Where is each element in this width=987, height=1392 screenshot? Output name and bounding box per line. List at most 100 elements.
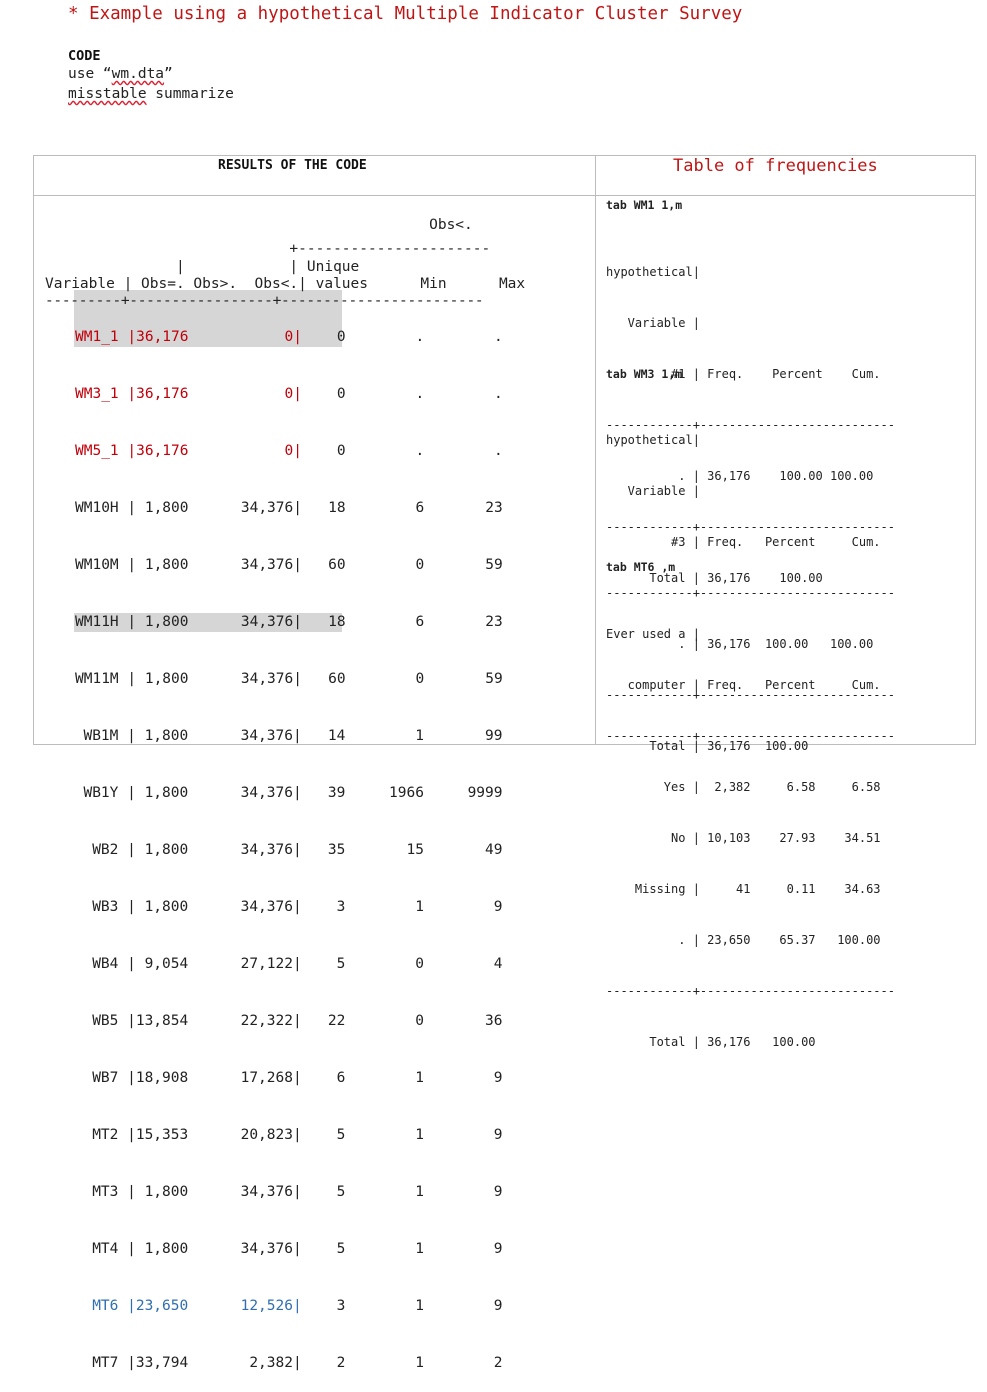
code-misstable-rest: summarize: [146, 86, 234, 102]
results-header-line: Variable | Obs=. Obs>. Obs<.| values Min…: [45, 276, 526, 292]
row-stats: 22 0 36: [301, 1013, 503, 1029]
row-var-cells: WB1M | 1,800 34,376|: [66, 728, 302, 744]
row-stats: 6 1 9: [301, 1070, 503, 1086]
row-stats: 35 15 49: [301, 842, 503, 858]
results-title: RESULTS OF THE CODE: [218, 158, 367, 173]
row-var-cells: MT7 |33,794 2,382|: [66, 1355, 302, 1371]
freq-line: #3 | Freq. Percent Cum.: [606, 535, 881, 549]
results-header-line: +----------------------: [45, 241, 491, 257]
output-table-frame: [33, 155, 976, 745]
freq-line: ------------+---------------------------: [606, 520, 895, 534]
frequencies-title: Table of frequencies: [673, 156, 878, 176]
row-stats: 3 1 9: [301, 1298, 503, 1314]
table-row: WM11H | 1,800 34,376| 18 6 23: [75, 613, 503, 632]
row-stats: 39 1966 9999: [301, 785, 503, 801]
row-var-cells: WM1_1 |36,176 0|: [75, 329, 302, 345]
freq-line: Total | 36,176 100.00: [606, 571, 823, 585]
row-var-cells: WM5_1 |36,176 0|: [75, 443, 302, 459]
freq-line: Yes | 2,382 6.58 6.58: [606, 780, 881, 794]
code-misstable-cmd: misstable: [68, 86, 147, 102]
row-var-cells: WM10H | 1,800 34,376|: [75, 500, 302, 516]
freq-line: ------------+---------------------------: [606, 586, 895, 600]
freq-line: No | 10,103 27.93 34.51: [606, 831, 881, 845]
row-var-cells: WB3 | 1,800 34,376|: [66, 899, 302, 915]
code-line-use: use “wm.dta”: [68, 66, 173, 82]
freq-table-mt6: Ever used a | computer | Freq. Percent C…: [606, 592, 895, 1068]
code-heading: CODE: [68, 48, 101, 64]
row-stats: 3 1 9: [301, 899, 503, 915]
row-var-cells: MT2 |15,353 20,823|: [66, 1127, 302, 1143]
code-use-file: wm.dta: [111, 66, 165, 82]
freq-line: hypothetical|: [606, 433, 700, 447]
row-stats: 2 1 2: [301, 1355, 503, 1371]
freq-line: Total | 36,176 100.00: [606, 739, 809, 753]
highlight-mt6-row: [74, 613, 342, 632]
row-var-cells: MT4 | 1,800 34,376|: [66, 1241, 302, 1257]
freq-table-wm1: hypothetical| Variable | #1 | Freq. Perc…: [606, 230, 895, 604]
table-row: WB5 |13,854 22,322| 22 0 36: [66, 1012, 503, 1031]
freq-line: Ever used a |: [606, 627, 700, 641]
row-var-cells: WB5 |13,854 22,322|: [66, 1013, 302, 1029]
table-row: WB3 | 1,800 34,376| 3 1 9: [66, 898, 503, 917]
row-stats: 14 1 99: [301, 728, 503, 744]
row-var-cells: WM11H | 1,800 34,376|: [75, 614, 302, 630]
row-stats: 0 . .: [301, 443, 503, 459]
row-var-cells: WB1Y | 1,800 34,376|: [66, 785, 302, 801]
row-stats: 18 6 23: [301, 614, 503, 630]
table-row: WB1Y | 1,800 34,376| 39 1966 9999: [66, 784, 503, 803]
row-stats: 5 1 9: [301, 1184, 503, 1200]
row-var-cells: WB4 | 9,054 27,122|: [66, 956, 302, 972]
row-stats: 5 1 9: [301, 1241, 503, 1257]
row-stats: 60 0 59: [301, 557, 503, 573]
highlight-missing-rows: [74, 290, 342, 347]
row-var-cells: WM3_1 |36,176 0|: [75, 386, 302, 402]
freq-command-wm1: tab WM1 1,m: [606, 198, 683, 212]
row-var-cells: WM10M | 1,800 34,376|: [75, 557, 302, 573]
column-divider: [595, 155, 596, 745]
stata-comment: * Example using a hypothetical Multiple …: [68, 4, 743, 24]
row-stats: 5 1 9: [301, 1127, 503, 1143]
row-stats: 0 . .: [301, 386, 503, 402]
freq-line: ------------+---------------------------: [606, 984, 895, 998]
freq-table-wm3: hypothetical| Variable | #3 | Freq. Perc…: [606, 398, 895, 772]
table-row: MT4 | 1,800 34,376| 5 1 9: [66, 1240, 503, 1259]
table-row: WB1M | 1,800 34,376| 14 1 99: [66, 727, 503, 746]
table-row: MT6 |23,650 12,526| 3 1 9: [66, 1297, 503, 1316]
freq-line: Total | 36,176 100.00: [606, 1035, 816, 1049]
row-stats: 5 0 4: [301, 956, 503, 972]
freq-line: computer | Freq. Percent Cum.: [606, 678, 881, 692]
table-row: WM3_1 |36,176 0| 0 . .: [75, 385, 503, 404]
freq-line: #1 | Freq. Percent Cum.: [606, 367, 881, 381]
code-line-misstable: misstable summarize: [68, 86, 234, 102]
row-var-cells: MT6 |23,650 12,526|: [66, 1298, 302, 1314]
table-row: MT3 | 1,800 34,376| 5 1 9: [66, 1183, 503, 1202]
results-header-line: | | Unique: [45, 259, 360, 275]
table-row: WM10H | 1,800 34,376| 18 6 23: [75, 499, 503, 518]
row-stats: 18 6 23: [301, 500, 503, 516]
table-row: WB4 | 9,054 27,122| 5 0 4: [66, 955, 503, 974]
results-header-line: ---------+-----------------+------------…: [45, 293, 484, 309]
row-var-cells: WB7 |18,908 17,268|: [66, 1070, 302, 1086]
freq-line: ------------+---------------------------: [606, 688, 895, 702]
row-stats: 60 0 59: [301, 671, 503, 687]
results-header: Obs<. +---------------------- | | Unique…: [45, 197, 525, 330]
freq-line: Variable |: [606, 484, 700, 498]
freq-line: . | 36,176 100.00 100.00: [606, 637, 874, 651]
results-header-line: Obs<.: [45, 217, 473, 233]
freq-line: . | 36,176 100.00 100.00: [606, 469, 874, 483]
code-use-suffix: ”: [164, 66, 173, 82]
freq-command-mt6: tab MT6 ,m: [606, 560, 676, 574]
freq-line: ------------+---------------------------: [606, 729, 895, 743]
table-row: WB7 |18,908 17,268| 6 1 9: [66, 1069, 503, 1088]
header-divider: [33, 195, 976, 196]
row-var-cells: MT3 | 1,800 34,376|: [66, 1184, 302, 1200]
freq-line: hypothetical|: [606, 265, 700, 279]
code-use-prefix: use “: [68, 66, 112, 82]
table-row: WM5_1 |36,176 0| 0 . .: [75, 442, 503, 461]
results-rows: WM1_1 |36,176 0| 0 . . WM3_1 |36,176 0| …: [75, 290, 503, 1392]
table-row: WB2 | 1,800 34,376| 35 15 49: [66, 841, 503, 860]
table-row: MT2 |15,353 20,823| 5 1 9: [66, 1126, 503, 1145]
row-var-cells: WM11M | 1,800 34,376|: [75, 671, 302, 687]
row-stats: 0 . .: [301, 329, 503, 345]
table-row: WM10M | 1,800 34,376| 60 0 59: [75, 556, 503, 575]
